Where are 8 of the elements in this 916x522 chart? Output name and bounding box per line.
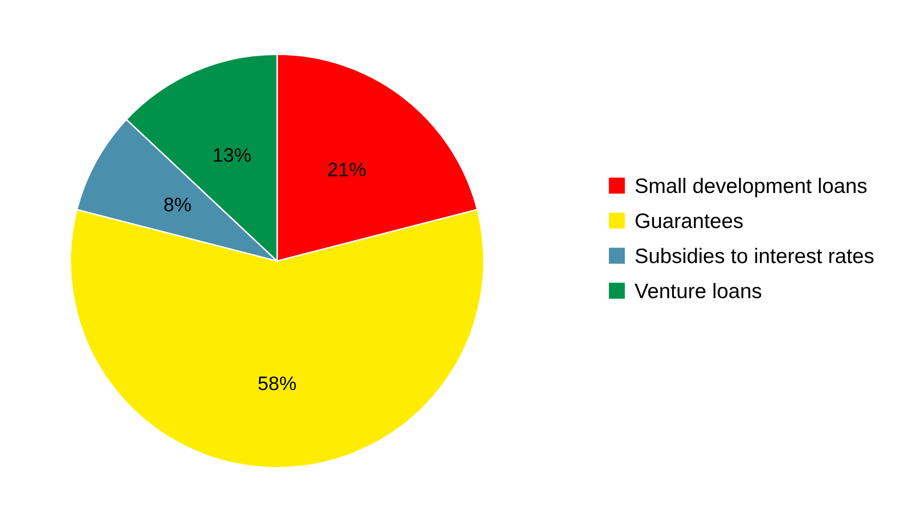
data-label: 8% [164,198,191,212]
legend-label: Subsidies to interest rates [636,248,874,264]
data-label: 58% [258,376,296,390]
data-label: 21% [328,162,366,176]
legend-label: Guarantees [636,213,743,228]
legend-label: Small development loans [636,178,867,198]
data-label: 13% [214,148,251,162]
legend-label: Venture loans [634,282,762,298]
